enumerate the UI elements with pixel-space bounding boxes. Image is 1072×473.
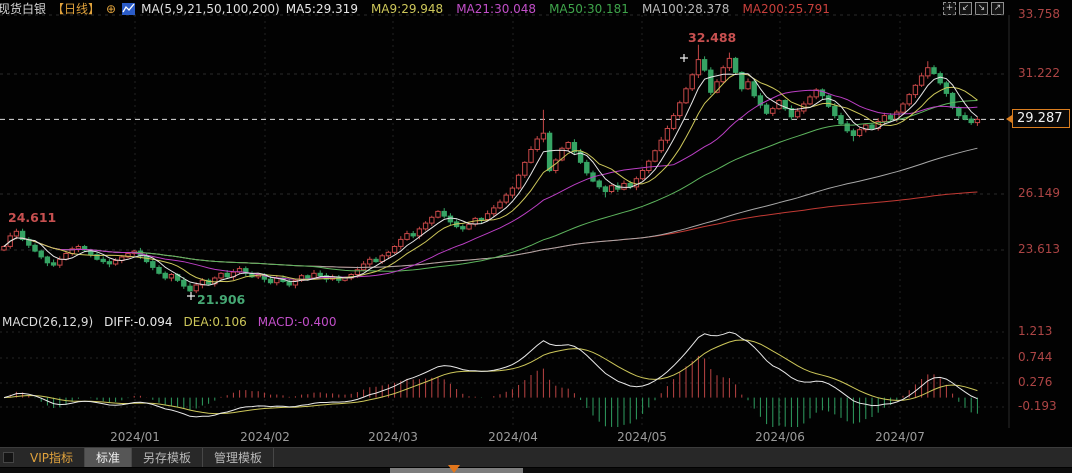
current-price-tag: 29.287 — [1006, 109, 1070, 128]
ma-params-label: MA(5,9,21,50,100,200) — [141, 1, 280, 16]
scrollbar-track[interactable] — [0, 465, 1072, 473]
macd-params-label: MACD(26,12,9) — [2, 315, 94, 329]
macd-macd-value: MACD:-0.400 — [257, 315, 337, 329]
ma-value: MA50:30.181 — [549, 1, 629, 16]
chart-tool-icons: + ↙ ↘ ↗ — [943, 2, 1004, 15]
macd-axis-label: 0.744 — [1018, 350, 1053, 364]
chart-style-icon[interactable] — [122, 2, 136, 15]
x-axis-label: 2024/05 — [617, 430, 667, 444]
main-chart-canvas[interactable] — [0, 0, 1072, 447]
symbol-name: 现货白银 — [0, 2, 47, 16]
toolbar-item-VIP指标[interactable]: VIP指标 — [19, 448, 85, 467]
crosshair-icon[interactable]: + — [943, 2, 956, 15]
pane-bottom-right-icon[interactable]: ↘ — [975, 2, 988, 15]
open-new-window-icon[interactable]: ↗ — [991, 2, 1004, 15]
x-axis-label: 2024/02 — [240, 430, 290, 444]
ma-value: MA21:30.048 — [456, 1, 537, 16]
x-axis-label: 2024/03 — [368, 430, 418, 444]
macd-axis-label: 1.213 — [1018, 324, 1053, 338]
macd-diff-value: DIFF:-0.094 — [104, 315, 173, 329]
x-axis-label: 2024/07 — [875, 430, 925, 444]
price-axis-label: 23.613 — [1018, 242, 1060, 256]
template-tabs: VIP指标 标准 另存模板 管理模板 — [19, 448, 275, 467]
chart-header: 现货白银 【日线】 ⊕ MA(5,9,21,50,100,200) MA5:29… — [0, 0, 1072, 17]
pane-bottom-left-icon[interactable]: ↙ — [959, 2, 972, 15]
period-label[interactable]: 【日线】 — [52, 2, 101, 16]
scroll-position-marker — [448, 465, 460, 473]
ma-values-group: MA5:29.319 MA9:29.948 MA21:30.048 MA50:30.1… — [286, 2, 843, 16]
price-axis-label: 31.222 — [1018, 66, 1060, 80]
ma-value: MA9:29.948 — [370, 1, 444, 16]
toolbar-item-管理模板[interactable]: 管理模板 — [203, 448, 275, 467]
ma-value: MA200:25.791 — [742, 1, 830, 16]
toolbar-item-标准[interactable]: 标准 — [85, 448, 133, 467]
ma-value: MA5:29.319 — [285, 1, 358, 16]
ma-value: MA100:28.378 — [641, 1, 730, 16]
macd-axis-label: 0.276 — [1018, 375, 1053, 389]
macd-axis-label: -0.193 — [1018, 399, 1057, 413]
price-annotation: 24.611 — [8, 210, 57, 225]
x-axis-label: 2024/01 — [110, 430, 160, 444]
price-axis-label: 33.758 — [1018, 7, 1060, 21]
current-price-value: 29.287 — [1017, 111, 1063, 126]
toolbar-item-另存模板[interactable]: 另存模板 — [132, 448, 204, 467]
price-annotation: 21.906 — [197, 292, 246, 307]
bottom-toolbar: VIP指标 标准 另存模板 管理模板 — [0, 447, 1072, 467]
price-annotation: 32.488 — [688, 30, 737, 45]
macd-dea-value: DEA:0.106 — [183, 315, 247, 329]
toolbar-corner-icon[interactable] — [3, 452, 14, 463]
price-axis-label: 26.149 — [1018, 186, 1060, 200]
macd-header: MACD(26,12,9) DIFF:-0.094 DEA:0.106 MACD… — [2, 315, 336, 329]
x-axis-label: 2024/06 — [755, 430, 805, 444]
scrollbar-thumb[interactable] — [390, 465, 523, 473]
add-indicator-icon[interactable]: ⊕ — [106, 1, 117, 16]
x-axis-label: 2024/04 — [488, 430, 538, 444]
